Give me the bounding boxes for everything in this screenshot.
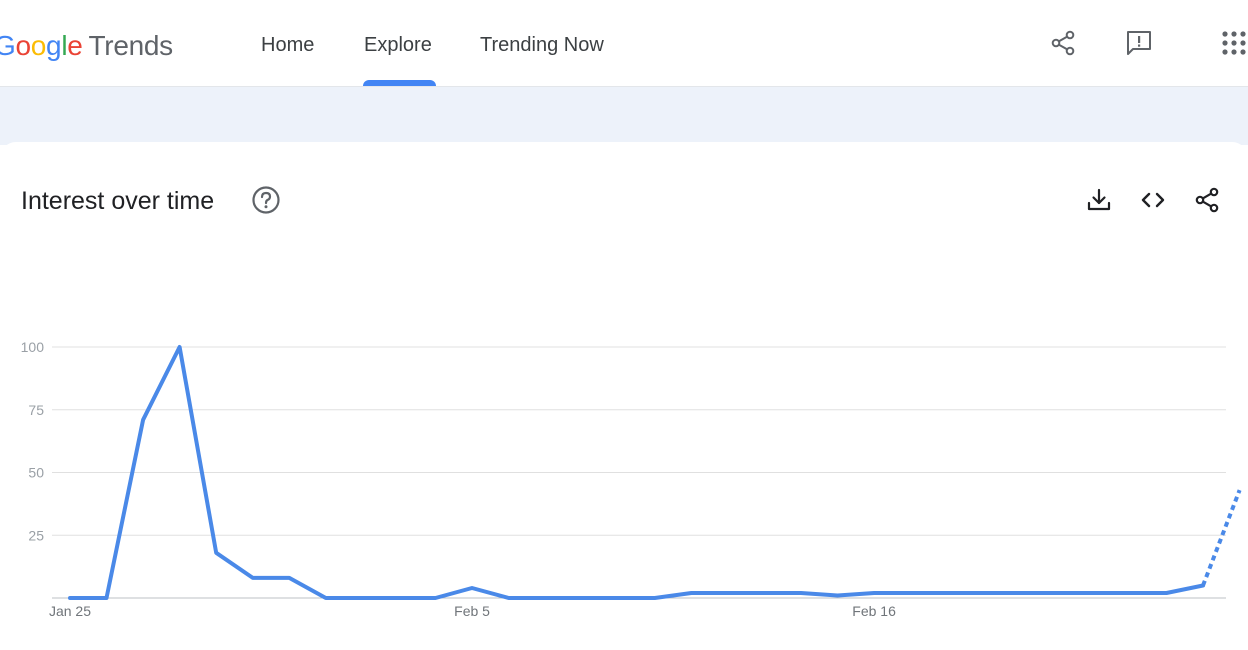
- x-tick-label: Feb 5: [454, 603, 490, 619]
- data-point: [1055, 591, 1058, 594]
- data-point: [946, 591, 949, 594]
- top-bar: Google Trends Home Explore Trending Now: [0, 0, 1248, 87]
- explore-banner: [0, 87, 1248, 145]
- logo-letter: g: [46, 30, 62, 61]
- data-point: [178, 346, 181, 349]
- logo-letter: o: [30, 30, 47, 61]
- data-point: [507, 597, 510, 600]
- logo-product-name: Trends: [88, 30, 174, 61]
- data-point: [324, 597, 327, 600]
- data-point: [1128, 591, 1131, 594]
- y-tick-label: 50: [28, 465, 44, 481]
- apps-grid-icon[interactable]: [1220, 28, 1248, 58]
- data-point: [1202, 584, 1205, 587]
- data-point: [288, 576, 291, 579]
- series-line-partial: [1201, 489, 1242, 587]
- tab-home[interactable]: Home: [261, 34, 315, 56]
- data-point: [726, 591, 729, 594]
- y-tick-label: 25: [28, 527, 44, 543]
- data-point: [397, 597, 400, 600]
- share-icon[interactable]: [1193, 186, 1221, 214]
- interest-over-time-card: Interest over time: [0, 142, 1248, 650]
- data-point: [653, 597, 656, 600]
- data-point: [873, 591, 876, 594]
- help-icon[interactable]: [250, 184, 282, 216]
- data-point: [617, 597, 620, 600]
- data-point: [800, 591, 803, 594]
- data-point: [1238, 489, 1241, 492]
- data-point: [690, 591, 693, 594]
- data-point: [1092, 591, 1095, 594]
- y-tick-label: 100: [21, 339, 45, 355]
- x-tick-label: Feb 16: [852, 603, 896, 619]
- embed-icon[interactable]: [1139, 186, 1167, 214]
- data-point: [105, 597, 108, 600]
- share-icon[interactable]: [1048, 28, 1078, 58]
- google-trends-logo[interactable]: Google Trends: [0, 26, 173, 66]
- data-point: [580, 597, 583, 600]
- data-point: [69, 597, 72, 600]
- data-point: [836, 594, 839, 597]
- data-point: [1019, 591, 1022, 594]
- tab-explore[interactable]: Explore: [364, 34, 432, 56]
- card-title: Interest over time: [21, 187, 215, 215]
- logo-letter: G: [0, 30, 16, 61]
- series-line: [68, 345, 1205, 600]
- data-point: [251, 576, 254, 579]
- logo-letter: l: [61, 30, 68, 61]
- data-point: [471, 586, 474, 589]
- data-point: [544, 597, 547, 600]
- logo-letter: o: [15, 30, 31, 61]
- data-point: [1165, 591, 1168, 594]
- data-point: [215, 551, 218, 554]
- y-tick-label: 75: [28, 402, 44, 418]
- tab-trending-now[interactable]: Trending Now: [480, 34, 604, 56]
- download-icon[interactable]: [1085, 186, 1113, 214]
- data-point: [434, 597, 437, 600]
- data-point: [909, 591, 912, 594]
- data-point: [361, 597, 364, 600]
- data-point: [763, 591, 766, 594]
- feedback-icon[interactable]: [1124, 28, 1154, 58]
- data-point: [982, 591, 985, 594]
- active-tab-indicator: [363, 80, 436, 86]
- x-tick-label: Jan 25: [49, 603, 91, 619]
- data-point: [142, 418, 145, 421]
- logo-letter: e: [67, 30, 83, 61]
